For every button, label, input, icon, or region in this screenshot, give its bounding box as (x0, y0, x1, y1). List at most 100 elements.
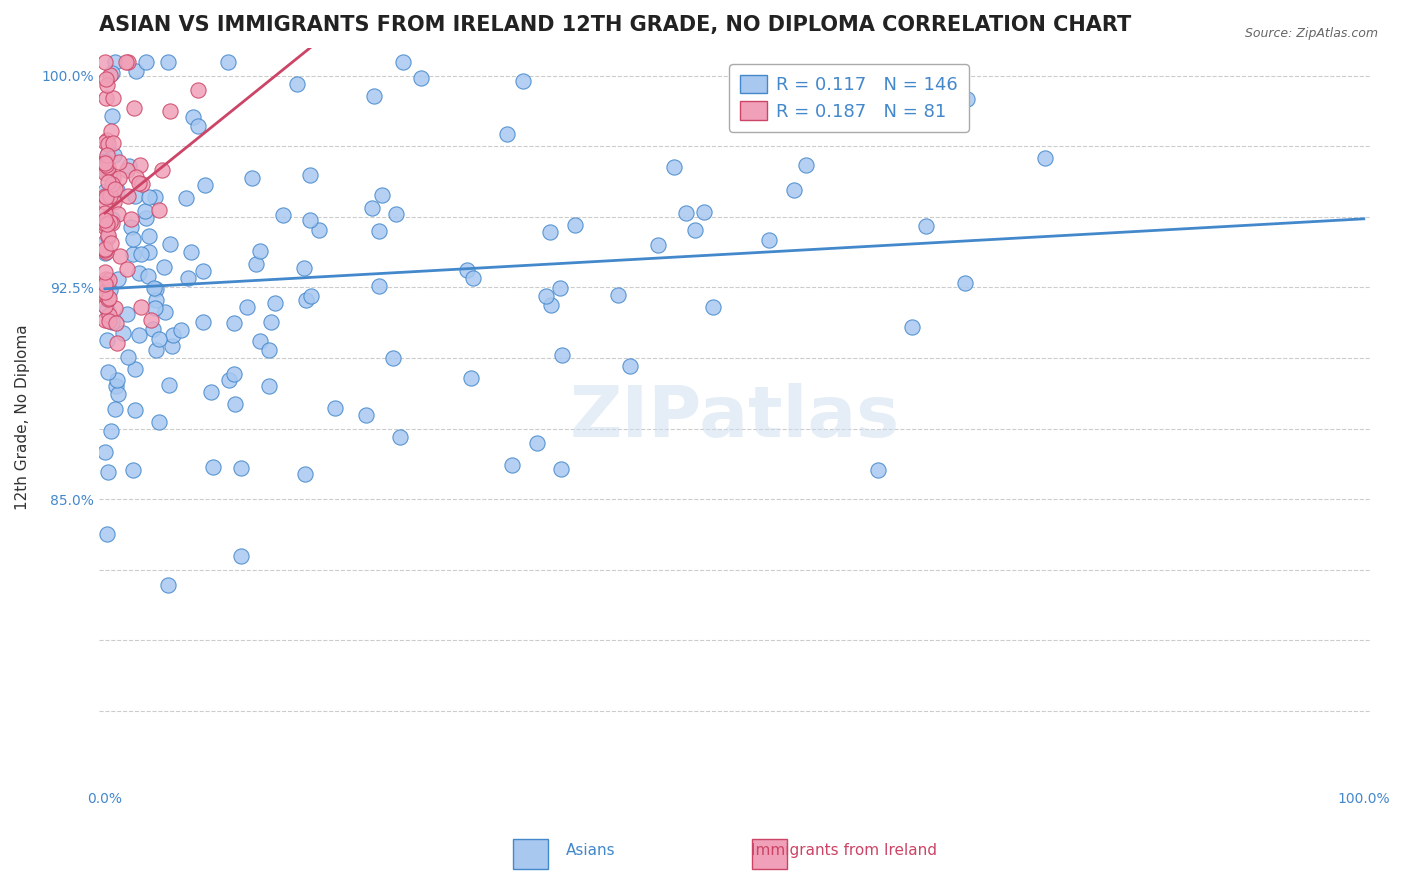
Point (94, 242, 117, 256)
Point (159, 103, 181, 118)
Point (94, 161, 117, 176)
Point (98, 214, 121, 228)
Point (97, 145, 120, 160)
Point (96, 132, 118, 146)
Point (115, 307, 138, 321)
Point (782, 184, 804, 198)
Point (371, 187, 394, 202)
Point (94, 72, 117, 87)
Point (129, 158, 152, 172)
Point (98, 189, 121, 203)
Point (180, 244, 202, 259)
Point (100, 424, 122, 438)
Point (564, 218, 586, 232)
Point (94, 211, 117, 226)
Point (101, 108, 124, 122)
Point (702, 300, 724, 314)
Point (94, 278, 117, 293)
Point (200, 385, 222, 400)
Text: Immigrants from Ireland: Immigrants from Ireland (751, 843, 936, 858)
Point (94, 189, 117, 203)
Point (496, 127, 519, 141)
Point (162, 327, 184, 342)
Point (94, 299, 117, 313)
Point (143, 301, 166, 315)
Point (292, 260, 315, 275)
Point (104, 54, 127, 69)
Point (128, 176, 150, 190)
Point (115, 54, 138, 69)
Point (664, 160, 686, 174)
Point (153, 304, 176, 318)
Point (103, 182, 125, 196)
Point (257, 378, 280, 392)
Point (647, 237, 669, 252)
Point (96, 217, 118, 231)
Point (96, 78, 118, 92)
Point (222, 316, 245, 330)
Point (94, 194, 117, 209)
Point (308, 223, 330, 237)
Point (107, 171, 129, 186)
Point (94, 246, 117, 260)
Point (94, 166, 117, 180)
Point (187, 120, 209, 134)
Point (217, 54, 239, 69)
Point (107, 207, 129, 221)
Y-axis label: 12th Grade, No Diploma: 12th Grade, No Diploma (15, 325, 30, 510)
Point (98, 69, 121, 83)
Point (298, 212, 321, 227)
Point (153, 260, 176, 274)
Point (1033, 151, 1056, 165)
Text: ZIPatlas: ZIPatlas (569, 383, 900, 451)
Point (138, 190, 160, 204)
Point (685, 223, 707, 237)
Point (824, 83, 846, 97)
Point (117, 350, 139, 364)
Point (202, 459, 225, 474)
Point (534, 289, 557, 303)
Point (181, 110, 204, 124)
Point (368, 224, 391, 238)
Point (550, 280, 572, 294)
Point (94, 245, 117, 260)
Point (94, 218, 117, 232)
Point (218, 373, 240, 387)
Point (915, 219, 938, 233)
Point (550, 348, 572, 362)
Point (110, 249, 132, 263)
Point (94, 136, 117, 150)
Point (138, 244, 160, 259)
Point (356, 408, 378, 422)
Point (105, 335, 128, 350)
Point (145, 282, 167, 296)
Point (538, 225, 561, 239)
Point (105, 184, 128, 198)
Point (94, 54, 117, 69)
Point (117, 54, 139, 69)
Point (94, 288, 117, 302)
Point (97, 227, 120, 242)
Point (94, 265, 117, 279)
Point (323, 401, 346, 415)
Point (94, 155, 117, 169)
Legend: R = 0.117   N = 146, R = 0.187   N = 81: R = 0.117 N = 146, R = 0.187 N = 81 (728, 64, 969, 132)
Point (111, 326, 134, 340)
Point (101, 216, 124, 230)
Point (97, 465, 120, 479)
Text: ASIAN VS IMMIGRANTS FROM IRELAND 12TH GRADE, NO DIPLOMA CORRELATION CHART: ASIAN VS IMMIGRANTS FROM IRELAND 12TH GR… (98, 15, 1130, 35)
Point (94, 206, 117, 220)
Point (257, 343, 280, 357)
Point (619, 359, 641, 373)
Point (94, 313, 117, 327)
Point (224, 367, 246, 381)
Point (294, 467, 316, 481)
Point (128, 327, 150, 342)
Point (550, 462, 572, 476)
Point (229, 549, 252, 563)
Point (97, 175, 120, 189)
Point (105, 373, 128, 387)
Point (194, 178, 217, 192)
Point (460, 370, 482, 384)
Point (101, 171, 124, 186)
